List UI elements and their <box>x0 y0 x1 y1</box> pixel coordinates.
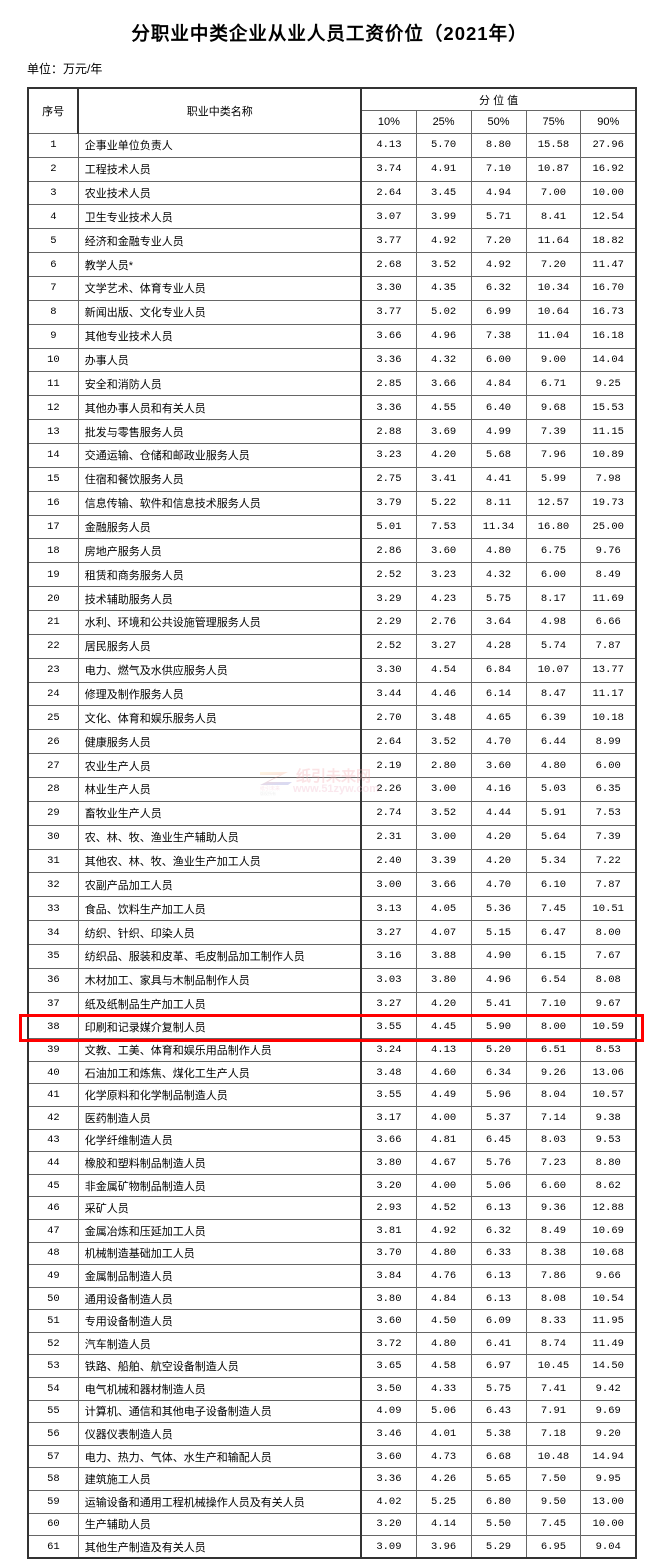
svg-text:版权所有: 版权所有 <box>260 790 276 796</box>
svg-text:www.51zyw.com: www.51zyw.com <box>292 783 379 795</box>
